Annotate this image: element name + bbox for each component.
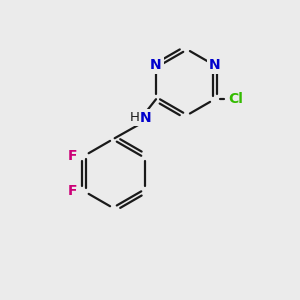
Text: N: N: [209, 58, 220, 72]
Text: Cl: Cl: [228, 92, 243, 106]
Text: H: H: [130, 111, 140, 124]
Text: N: N: [150, 58, 162, 72]
Text: F: F: [68, 184, 78, 198]
Text: N: N: [140, 111, 152, 125]
Text: F: F: [68, 149, 78, 163]
